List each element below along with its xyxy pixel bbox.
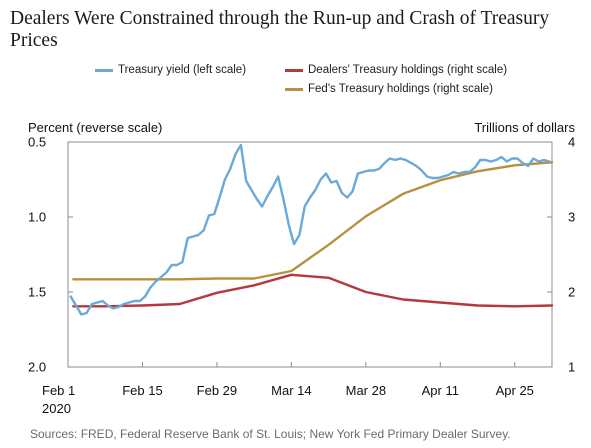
right-tick-label: 2 [568,285,575,300]
plot-frame [67,141,553,368]
right-axis-title: Trillions of dollars [474,120,575,135]
x-tick-label: Mar 28 [346,383,386,398]
series-line-fed-holdings [72,161,554,281]
right-tick-label: 4 [568,135,575,150]
left-tick-label: 1.0 [28,210,46,225]
legend-item-fed-holdings: Fed's Treasury holdings (right scale) [285,83,493,95]
legend-item-dealers-holdings: Dealers' Treasury holdings (right scale) [285,64,507,76]
x-tick-label: Feb 29 [197,383,237,398]
left-axis-title: Percent (reverse scale) [28,120,163,135]
legend-label-treasury-yield: Treasury yield (left scale) [118,64,247,76]
left-tick-label: 1.5 [28,285,46,300]
x-tick-label: Feb 1 [42,383,75,398]
legend-label-fed-holdings: Fed's Treasury holdings (right scale) [308,83,493,95]
x-tick-label: Apr 11 [422,383,459,398]
chart-title: Dealers Were Constrained through the Run… [10,8,550,51]
right-tick-label: 3 [568,210,575,225]
legend-swatch-fed-holdings [285,87,303,91]
right-tick-label: 1 [568,360,575,375]
left-tick-label: 0.5 [28,135,46,150]
x-tick-sublabel: 2020 [42,401,71,416]
x-tick-label: Mar 14 [271,383,311,398]
series-line-dealers-holdings [72,273,554,308]
left-tick-label: 2.0 [28,360,46,375]
series-line-treasury-yield [69,143,551,316]
x-tick-label: Apr 25 [496,383,534,398]
x-tick-label: Feb 15 [122,383,162,398]
source-note: Sources: FRED, Federal Reserve Bank of S… [30,427,511,441]
legend-swatch-treasury-yield [95,68,113,72]
legend-label-dealers-holdings: Dealers' Treasury holdings (right scale) [308,64,508,76]
legend-item-treasury-yield: Treasury yield (left scale) [95,64,246,76]
legend-swatch-dealers-holdings [285,68,303,72]
